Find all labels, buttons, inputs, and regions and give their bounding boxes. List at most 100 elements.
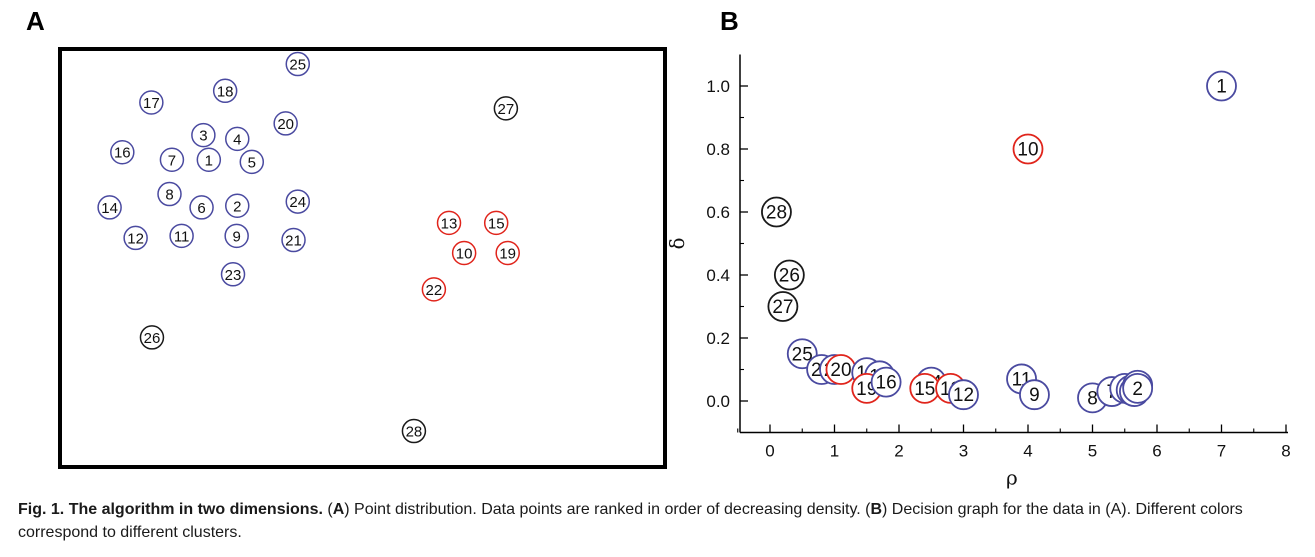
data-point: 26: [773, 259, 805, 291]
point-label: 21: [285, 233, 302, 250]
data-point: 27: [493, 96, 519, 121]
y-tick-label: 0.4: [706, 266, 730, 285]
point-label: 9: [232, 228, 240, 245]
point-label: 8: [165, 187, 173, 204]
point-label: 10: [456, 245, 473, 262]
point-marker: [225, 126, 250, 152]
x-tick-label: 7: [1217, 442, 1226, 461]
point-label: 1: [205, 152, 213, 169]
caption-fig-title: The algorithm in two dimensions.: [68, 501, 323, 518]
data-point: 23: [220, 262, 246, 287]
data-point: 16: [870, 366, 902, 398]
data-point: 10: [1012, 133, 1044, 165]
point-marker: [767, 291, 799, 322]
y-tick-label: 1.0: [706, 77, 730, 96]
point-distribution-plot: 123 4567891011121314151617181920212223242…: [58, 47, 667, 469]
point-label: 1: [1216, 77, 1227, 98]
data-point: 27: [767, 291, 799, 322]
data-point: 13: [436, 210, 462, 236]
data-point: 2: [225, 193, 250, 218]
point-label: 2: [233, 198, 241, 215]
y-tick-label: 0.0: [706, 392, 730, 411]
point-marker: [139, 90, 164, 115]
point-marker: [159, 147, 185, 173]
point-label: 11: [174, 228, 190, 245]
data-point: 21: [281, 227, 306, 253]
data-point: 9: [1019, 379, 1050, 411]
point-marker: [495, 240, 520, 266]
data-point: 15: [483, 210, 509, 236]
point-label: 12: [127, 230, 144, 247]
data-point: 12: [123, 225, 148, 251]
point-label: 6: [197, 200, 205, 217]
point-label: 13: [441, 215, 458, 232]
caption-paren: ): [344, 501, 350, 518]
data-point: 17: [139, 90, 164, 115]
point-label: 16: [114, 145, 131, 162]
data-point: 9: [224, 223, 249, 249]
point-marker: [224, 223, 249, 249]
point-label: 3: [199, 128, 207, 145]
point-marker: [225, 193, 250, 218]
data-point: 26: [139, 325, 165, 350]
point-label: 28: [406, 424, 423, 441]
y-tick-label: 0.6: [706, 203, 730, 222]
point-label: 22: [426, 282, 443, 299]
data-point: 14: [97, 195, 122, 220]
point-label: 10: [1017, 140, 1038, 161]
point-marker: [157, 181, 182, 207]
point-marker: [169, 223, 194, 249]
point-marker: [220, 262, 246, 287]
x-tick-label: 3: [959, 442, 968, 461]
point-marker: [285, 51, 311, 77]
point-label: 20: [830, 360, 851, 381]
data-point: 28: [401, 418, 427, 444]
data-point: 10: [451, 240, 477, 266]
point-label: 7: [168, 152, 176, 169]
caption-paren: (: [865, 501, 871, 518]
figure-caption: Fig. 1. The algorithm in two dimensions.…: [18, 498, 1308, 544]
point-label: 16: [876, 373, 897, 394]
caption-part-b-letter: B: [870, 501, 883, 518]
point-marker: [1019, 379, 1050, 411]
x-tick-label: 1: [830, 442, 839, 461]
data-point: 6: [189, 195, 214, 220]
decision-graph-plot: 0.00.20.40.60.81.00 1 2 3 4 5 6 7 8ρδ11028262725…: [665, 54, 1291, 490]
data-point: 20: [825, 354, 857, 385]
panel-a-label: A: [26, 6, 45, 36]
point-label: 4: [233, 131, 241, 148]
point-label: 26: [144, 330, 161, 347]
point-label: 18: [217, 83, 234, 100]
panel-b-label: B: [720, 6, 739, 36]
data-point: 2: [1122, 372, 1154, 404]
point-label: 27: [498, 101, 515, 118]
point-marker: [1122, 372, 1154, 404]
point-label: 20: [277, 116, 294, 133]
point-label: 17: [143, 95, 160, 112]
point-label: 28: [766, 203, 787, 224]
y-axis-label: δ: [665, 237, 689, 249]
point-label: 5: [248, 154, 256, 171]
point-marker: [273, 111, 298, 136]
point-marker: [139, 325, 165, 350]
point-label: 23: [225, 267, 242, 284]
y-tick-label: 0.8: [706, 140, 730, 159]
point-label: 15: [914, 379, 935, 400]
point-marker: [948, 379, 979, 411]
data-point: 1: [196, 147, 222, 173]
data-point: 24: [285, 189, 311, 214]
caption-part-b-text: Decision graph for the data in (A). Diff…: [18, 501, 1243, 541]
point-marker: [451, 240, 477, 266]
point-marker: [761, 196, 792, 228]
y-tick-label: 0.2: [706, 329, 730, 348]
x-tick-label: 8: [1281, 442, 1290, 461]
data-point: 25: [285, 51, 311, 77]
point-label: 24: [289, 194, 306, 211]
point-label: 25: [792, 344, 813, 365]
data-point: 8: [157, 181, 182, 207]
point-label: 12: [953, 385, 974, 406]
point-marker: [1012, 133, 1044, 165]
point-label: 26: [779, 266, 800, 287]
point-marker: [421, 277, 447, 302]
point-label: 2: [1132, 379, 1143, 400]
